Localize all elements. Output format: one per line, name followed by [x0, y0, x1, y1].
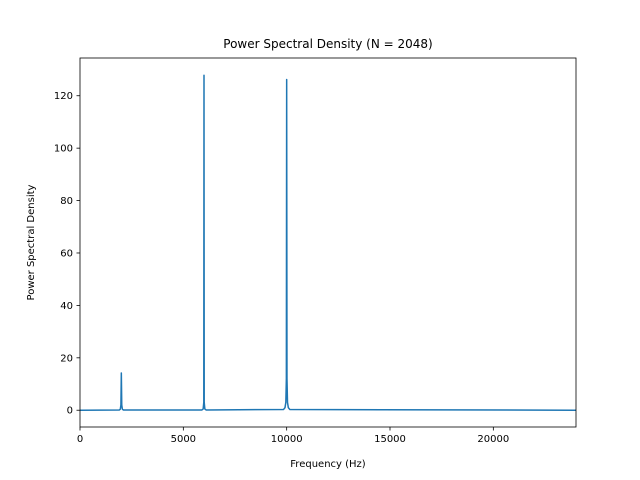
- x-tick-label: 10000: [271, 434, 303, 445]
- x-tick-label: 5000: [171, 434, 196, 445]
- x-tick-label: 20000: [477, 434, 509, 445]
- y-axis-ticks: 0 20 40 60 80 100 120: [54, 91, 80, 417]
- x-axis-label: Frequency (Hz): [290, 459, 366, 470]
- psd-series-line-0: [79, 74, 577, 411]
- y-tick-label: 60: [60, 248, 73, 259]
- y-tick-label: 40: [60, 301, 73, 312]
- y-tick-label: 0: [67, 406, 73, 417]
- plot-area: [79, 74, 577, 411]
- y-tick-label: 120: [54, 91, 73, 102]
- axes-frame: [79, 57, 577, 428]
- chart-title: Power Spectral Density (N = 2048): [223, 37, 432, 51]
- x-axis-ticks: 0 5000 10000 15000 20000: [77, 427, 509, 445]
- y-tick-label: 80: [60, 196, 73, 207]
- y-tick-label: 20: [60, 353, 73, 364]
- y-tick-label: 100: [54, 144, 73, 155]
- x-tick-label: 0: [77, 434, 83, 445]
- x-tick-label: 15000: [374, 434, 406, 445]
- y-axis-label: Power Spectral Density: [26, 184, 37, 300]
